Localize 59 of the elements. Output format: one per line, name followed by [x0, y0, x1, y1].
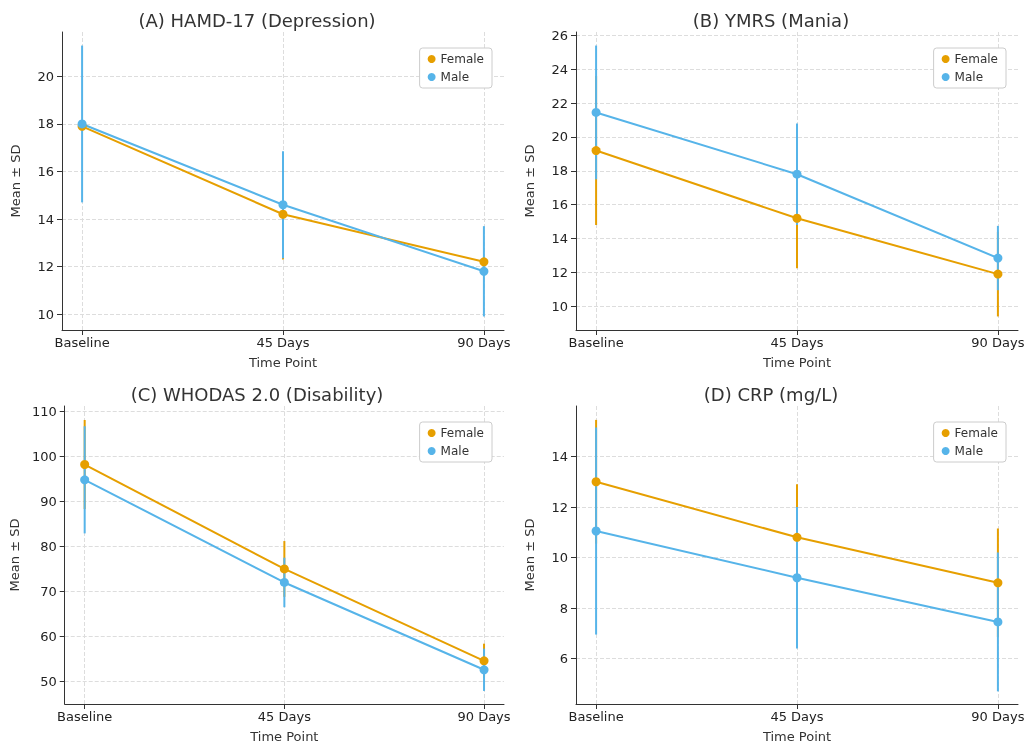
x-axis-title: Time Point	[249, 729, 319, 744]
legend-label: Female	[440, 426, 484, 440]
y-tick-label: 100	[31, 448, 57, 464]
x-tick-label: 45 Days	[257, 709, 312, 724]
y-tick-label: 18	[551, 163, 568, 179]
y-tick-label: 20	[551, 129, 568, 145]
x-tick-label: Baseline	[568, 335, 624, 350]
y-axis-title: Mean ± SD	[522, 144, 537, 218]
y-tick-label: 8	[559, 600, 568, 616]
chart-title: (C) WHODAS 2.0 (Disability)	[130, 383, 384, 405]
chart-title: (B) YMRS (Mania)	[692, 9, 850, 31]
x-axis-title: Time Point	[761, 355, 832, 370]
y-tick-label: 14	[551, 449, 568, 465]
y-axis-title: Mean ± SD	[522, 518, 537, 592]
y-tick-label: 60	[40, 628, 57, 644]
x-axis-title: Time Point	[247, 355, 318, 370]
y-tick-label: 12	[551, 264, 568, 280]
y-tick-label: 16	[551, 197, 568, 213]
y-tick-label: 10	[551, 298, 568, 314]
chart-title: (A) HAMD-17 (Depression)	[138, 9, 376, 31]
chart-title: (D) CRP (mg/L)	[703, 383, 839, 405]
legend-label: Male	[954, 444, 984, 458]
x-tick-label: 45 Days	[770, 709, 824, 724]
x-tick-label: Baseline	[568, 709, 624, 724]
y-tick-label: 14	[37, 211, 54, 227]
y-tick-label: 10	[37, 306, 54, 322]
y-tick-label: 70	[40, 583, 57, 599]
legend-label: Female	[954, 52, 998, 66]
x-tick-label: 90 Days	[457, 709, 511, 724]
x-tick-label: Baseline	[57, 709, 113, 724]
y-tick-label: 24	[551, 61, 568, 77]
x-tick-label: 45 Days	[256, 335, 310, 350]
x-tick-label: 90 Days	[457, 335, 511, 350]
y-tick-label: 50	[40, 673, 57, 689]
y-tick-label: 14	[551, 231, 568, 247]
y-tick-label: 110	[31, 403, 57, 419]
legend-label: Male	[440, 70, 470, 84]
x-tick-label: 90 Days	[971, 709, 1025, 724]
y-tick-label: 80	[40, 538, 57, 554]
y-tick-label: 16	[37, 163, 54, 179]
y-tick-label: 18	[37, 116, 54, 132]
y-tick-label: 12	[37, 259, 54, 275]
y-tick-label: 26	[551, 27, 568, 43]
y-axis-title: Mean ± SD	[7, 518, 22, 592]
y-tick-label: 6	[559, 651, 568, 667]
legend-label: Female	[440, 52, 484, 66]
y-tick-label: 90	[40, 493, 57, 509]
legend-label: Female	[954, 426, 998, 440]
x-tick-label: Baseline	[54, 335, 110, 350]
y-tick-label: 22	[551, 95, 568, 111]
x-tick-label: 90 Days	[971, 335, 1025, 350]
legend-label: Male	[954, 70, 984, 84]
x-axis-title: Time Point	[761, 729, 832, 744]
y-tick-label: 20	[37, 68, 54, 84]
x-tick-label: 45 Days	[770, 335, 824, 350]
y-tick-label: 10	[551, 550, 568, 566]
y-tick-label: 12	[551, 499, 568, 515]
y-axis-title: Mean ± SD	[8, 144, 23, 218]
legend-label: Male	[440, 444, 470, 458]
